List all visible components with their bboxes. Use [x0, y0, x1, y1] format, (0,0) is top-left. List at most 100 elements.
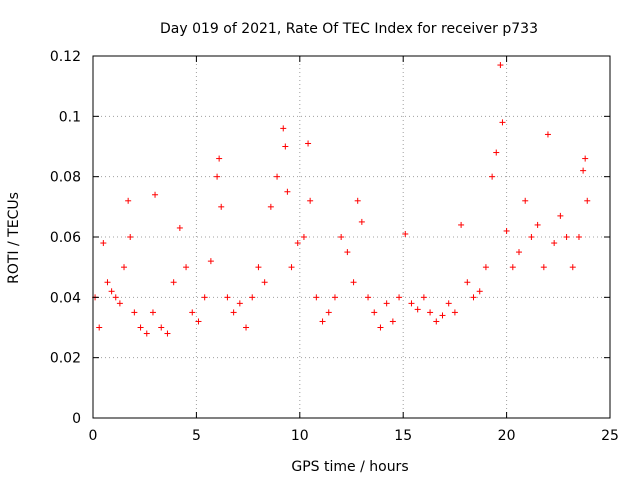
data-point: [522, 197, 529, 204]
data-point: [214, 173, 221, 180]
data-point: [528, 234, 535, 240]
data-point: [445, 300, 452, 307]
x-tick-label: 15: [394, 428, 412, 444]
data-point: [183, 264, 190, 271]
data-point: [112, 294, 119, 301]
data-point: [267, 203, 274, 210]
data-point: [414, 306, 421, 313]
x-axis-label: GPS time / hours: [291, 459, 408, 475]
data-point: [451, 309, 458, 316]
y-tick-label: 0.04: [50, 290, 81, 306]
data-point: [534, 221, 541, 228]
data-point: [516, 249, 523, 256]
data-point: [427, 309, 434, 316]
data-point: [127, 234, 134, 240]
data-point: [236, 300, 243, 307]
data-point: [499, 119, 506, 126]
x-tick-labels: 0 5 10 15 20 25: [89, 428, 619, 444]
data-point: [497, 62, 504, 69]
data-point: [493, 149, 500, 156]
data-point: [108, 288, 115, 295]
data-point: [482, 264, 489, 271]
data-point: [294, 240, 301, 247]
y-tick-label: 0: [72, 411, 81, 427]
data-point: [408, 300, 415, 307]
data-point: [218, 203, 225, 210]
data-point: [503, 227, 510, 234]
data-point: [255, 264, 262, 271]
data-point: [201, 294, 208, 301]
data-point: [331, 294, 338, 301]
data-points: [92, 62, 591, 337]
y-axis-label: ROTI / TECUs: [6, 192, 22, 284]
data-point: [224, 294, 231, 301]
data-point: [470, 294, 477, 301]
data-point: [350, 279, 357, 286]
data-point: [96, 324, 103, 331]
data-point: [305, 140, 312, 147]
data-point: [274, 173, 281, 180]
data-point: [358, 218, 365, 225]
data-point: [284, 188, 291, 195]
data-point: [189, 309, 196, 316]
data-point: [338, 234, 345, 240]
data-point: [433, 318, 440, 325]
data-point: [143, 330, 150, 337]
x-tick-label: 0: [89, 428, 98, 444]
data-point: [464, 279, 471, 286]
data-point: [325, 309, 332, 316]
data-point: [509, 264, 516, 271]
data-point: [420, 294, 427, 301]
data-point: [216, 155, 223, 162]
x-tick-label: 25: [601, 428, 619, 444]
data-point: [569, 264, 576, 271]
data-point: [540, 264, 547, 271]
data-point: [584, 197, 591, 204]
data-point: [195, 318, 202, 325]
y-tick-label: 0.02: [50, 351, 81, 367]
chart-title: Day 019 of 2021, Rate Of TEC Index for r…: [160, 21, 538, 37]
x-tick-label: 5: [192, 428, 201, 444]
data-point: [402, 230, 409, 237]
data-point: [580, 167, 587, 174]
data-point: [544, 131, 551, 138]
data-point: [354, 197, 361, 204]
data-point: [551, 240, 558, 247]
data-point: [170, 279, 177, 286]
x-tick-label: 20: [498, 428, 516, 444]
x-tick-label: 10: [291, 428, 309, 444]
data-point: [104, 279, 111, 286]
data-point: [344, 249, 351, 256]
data-point: [371, 309, 378, 316]
data-point: [116, 300, 123, 307]
data-point: [365, 294, 372, 301]
data-point: [158, 324, 165, 331]
data-point: [176, 224, 183, 231]
data-point: [152, 191, 159, 198]
data-point: [476, 288, 483, 295]
data-point: [207, 258, 214, 265]
data-point: [288, 264, 295, 271]
y-tick-label: 0.12: [50, 49, 81, 65]
data-point: [125, 197, 132, 204]
y-tick-labels: 0 0.02 0.04 0.06 0.08 0.1 0.12: [50, 49, 81, 427]
data-point: [280, 125, 287, 132]
data-point: [458, 221, 465, 228]
data-point: [313, 294, 320, 301]
data-point: [575, 234, 582, 240]
data-point: [230, 309, 237, 316]
y-tick-label: 0.08: [50, 170, 81, 186]
grid-lines: [93, 56, 610, 418]
data-point: [389, 318, 396, 325]
data-point: [137, 324, 144, 331]
data-point: [300, 234, 307, 240]
data-point: [249, 294, 256, 301]
data-point: [489, 173, 496, 180]
data-point: [557, 212, 564, 219]
data-point: [261, 279, 268, 286]
axis-ticks: [92, 55, 611, 419]
data-point: [319, 318, 326, 325]
data-point: [243, 324, 250, 331]
data-point: [100, 240, 107, 247]
data-point: [307, 197, 314, 204]
